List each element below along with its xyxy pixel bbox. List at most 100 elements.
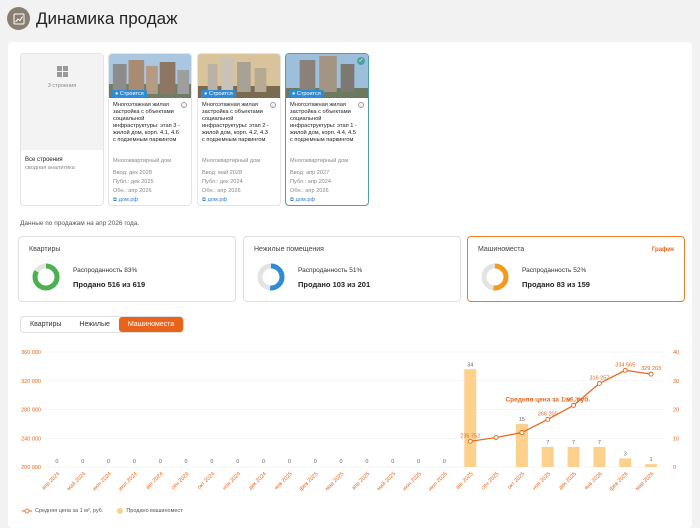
y-left-tick: 200 000	[21, 465, 41, 471]
donut-progress	[257, 263, 285, 291]
bar[interactable]	[541, 446, 554, 467]
x-tick-label: апр 2025	[351, 471, 371, 491]
y-left-tick: 280 000	[21, 408, 41, 414]
price-line	[470, 369, 652, 442]
card-publ: Публ.: дек 2024	[202, 179, 243, 185]
bar-value-label: 0	[443, 459, 446, 465]
legend-line[interactable]: Средняя цена за 1 м², руб.	[22, 508, 103, 514]
line-point[interactable]	[571, 402, 577, 408]
x-tick-label: июл 2024	[118, 471, 139, 492]
bar-value-label: 7	[598, 440, 601, 446]
info-icon[interactable]: i	[270, 102, 276, 108]
category-tabs: Квартиры Нежилые Машиноместа	[20, 316, 185, 333]
y-left-tick: 240 000	[21, 436, 41, 442]
x-tick-label: дек 2024	[248, 471, 268, 491]
tab-nonresidential[interactable]: Нежилые	[79, 321, 110, 328]
donut-chart	[32, 263, 60, 291]
bar-value-label: 0	[314, 459, 317, 465]
card-publ: Публ.: дек 2025	[113, 179, 154, 185]
bar-value-label: 0	[133, 459, 136, 465]
bar[interactable]	[567, 446, 580, 467]
grid-icon	[57, 66, 68, 77]
stat-parking[interactable]: Машиноместа График Распроданность 52% Пр…	[467, 236, 685, 302]
buildings-count: 3 строения	[47, 83, 77, 89]
page-title: Динамика продаж	[36, 9, 178, 28]
bar[interactable]	[645, 464, 658, 467]
bar[interactable]	[593, 446, 606, 467]
card-obn: Обн.: апр 2026	[202, 188, 241, 194]
card-building-3[interactable]: ● Строится Многоэтажная жилая застройка …	[108, 53, 192, 206]
bar-value-label: 0	[417, 459, 420, 465]
bar-value-label: 0	[365, 459, 368, 465]
x-tick-label: ноя 2024	[222, 471, 242, 491]
chart-icon	[7, 7, 30, 30]
bar-value-label: 0	[81, 459, 84, 465]
stat-apartments[interactable]: Квартиры Распроданность 83% Продано 516 …	[18, 236, 236, 302]
donut-chart	[481, 263, 509, 291]
donut-progress	[32, 263, 60, 291]
building-image	[109, 54, 191, 98]
bar-value-label: 0	[391, 459, 394, 465]
line-value-label: 266 200	[538, 411, 558, 417]
y-right-tick: 30	[673, 379, 679, 385]
bar-value-label: 0	[262, 459, 265, 465]
stat-label: Машиноместа	[478, 246, 525, 253]
x-tick-label: дек 2025	[558, 471, 578, 491]
dom-rf-link[interactable]: ⧉ дом.рф	[113, 197, 139, 203]
graph-link[interactable]: График	[651, 247, 674, 253]
stat-label: Нежилые помещения	[254, 246, 324, 253]
line-point[interactable]	[493, 435, 499, 440]
bar[interactable]	[515, 423, 528, 467]
x-tick-label: авг 2025	[455, 471, 475, 491]
card-vvod: Ввод: май 2028	[202, 170, 243, 176]
bar-value-label: 0	[210, 459, 213, 465]
dom-rf-link[interactable]: ⧉ дом.рф	[202, 197, 228, 203]
stat-percent: Распроданность 52%	[522, 267, 587, 274]
info-icon[interactable]: i	[181, 102, 187, 108]
x-tick-label: окт 2024	[197, 471, 217, 491]
donut-chart	[257, 263, 285, 291]
x-tick-label: окт 2025	[507, 471, 527, 491]
card-building-1[interactable]: ✓ ● Строится Многоэтажная жилая застройк…	[285, 53, 369, 206]
bar[interactable]	[464, 369, 477, 467]
stat-nonresidential[interactable]: Нежилые помещения Распроданность 51% Про…	[243, 236, 461, 302]
line-point[interactable]	[545, 416, 551, 422]
line-point[interactable]	[648, 371, 654, 377]
line-point[interactable]	[622, 367, 628, 373]
line-value-label: 285 750	[564, 397, 584, 403]
status-badge: ● Строится	[201, 90, 236, 98]
line-annotation: Средняя цена за 1 м², руб.	[505, 395, 590, 403]
bar-value-label: 0	[340, 459, 343, 465]
line-point[interactable]	[596, 380, 602, 386]
bar-value-label: 34	[467, 362, 473, 368]
line-value-label: 316 257	[589, 375, 609, 381]
line-point[interactable]	[467, 438, 473, 444]
card-vvod: Ввод: дек 2028	[113, 170, 152, 176]
line-point[interactable]	[519, 430, 525, 435]
card-subtitle: сводная аналитика	[25, 165, 75, 171]
card-kind: Многоквартирный дом	[113, 158, 172, 164]
x-tick-label: сен 2024	[170, 471, 190, 491]
dom-rf-link[interactable]: ⧉ дом.рф	[290, 197, 316, 203]
card-title: Многоэтажная жилая застройка с объектами…	[113, 102, 180, 143]
tab-parking[interactable]: Машиноместа	[118, 317, 184, 332]
selected-check-icon: ✓	[357, 57, 365, 65]
bar[interactable]	[619, 458, 632, 467]
y-right-tick: 10	[673, 436, 679, 442]
y-right-tick: 0	[673, 465, 676, 471]
line-value-label: 334 565	[615, 362, 635, 368]
x-tick-label: мар 2026	[635, 471, 656, 492]
x-tick-label: июл 2025	[428, 471, 449, 492]
info-icon[interactable]: i	[358, 102, 364, 108]
tab-apartments[interactable]: Квартиры	[30, 321, 62, 328]
card-all-buildings[interactable]: 3 строения Все строения сводная аналитик…	[20, 53, 104, 206]
x-tick-label: май 2024	[65, 470, 87, 492]
card-title: Все строения	[25, 157, 63, 163]
legend-bars[interactable]: Продано машиномест	[117, 508, 183, 514]
x-tick-label: сен 2025	[480, 471, 500, 491]
x-tick-label: май 2025	[375, 470, 397, 492]
bar-value-label: 7	[546, 440, 549, 446]
card-building-2[interactable]: ● Строится Многоэтажная жилая застройка …	[197, 53, 281, 206]
x-tick-label: фев 2026	[608, 471, 629, 492]
